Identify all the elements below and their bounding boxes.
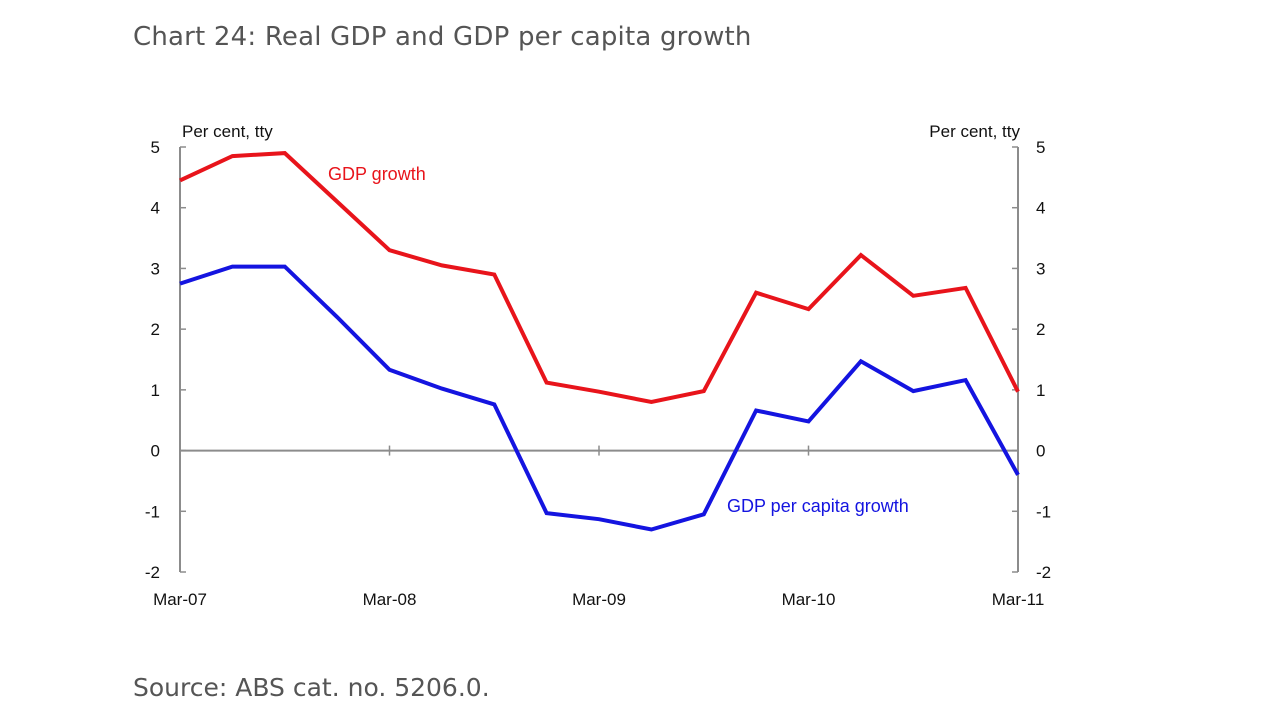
series-line-gdp-per-capita-growth [179, 264, 1020, 532]
y-tick-label-left: 1 [151, 381, 160, 400]
y-tick-label-right: 1 [1036, 381, 1045, 400]
x-tick-label: Mar-10 [782, 590, 836, 609]
y-tick-label-left: 5 [151, 138, 160, 157]
y-tick-label-left: 3 [151, 259, 160, 278]
x-tick-label: Mar-08 [363, 590, 417, 609]
y-tick-label-left: 4 [151, 199, 160, 218]
y-axis-label-left: Per cent, tty [182, 122, 273, 141]
y-tick-label-right: -1 [1036, 502, 1051, 521]
y-tick-label-left: -2 [145, 563, 160, 582]
y-tick-label-right: -2 [1036, 563, 1051, 582]
y-tick-label-right: 4 [1036, 199, 1045, 218]
y-tick-label-right: 2 [1036, 320, 1045, 339]
source-note: Source: ABS cat. no. 5206.0. [133, 673, 490, 702]
series-annotation: GDP per capita growth [727, 496, 909, 516]
chart-series [179, 151, 1020, 532]
y-tick-label-left: 0 [151, 442, 160, 461]
y-axis-label-right: Per cent, tty [929, 122, 1020, 141]
chart-axes [179, 146, 1019, 573]
series-line-gdp-growth [179, 151, 1020, 405]
y-tick-label-left: 2 [151, 320, 160, 339]
page-title: Chart 24: Real GDP and GDP per capita gr… [133, 22, 752, 52]
series-annotation: GDP growth [328, 164, 426, 184]
y-tick-label-left: -1 [145, 502, 160, 521]
x-tick-label: Mar-09 [572, 590, 626, 609]
y-tick-label-right: 5 [1036, 138, 1045, 157]
chart-labels: -2 -2 -1 -1 0 0 1 1 2 2 3 3 4 4 5 5 Mar-07 Mar-08 Mar-09 Ma… [145, 122, 1051, 609]
x-tick-label: Mar-11 [992, 590, 1045, 609]
y-tick-label-right: 3 [1036, 259, 1045, 278]
y-tick-label-right: 0 [1036, 442, 1045, 461]
x-tick-label: Mar-07 [153, 590, 207, 609]
